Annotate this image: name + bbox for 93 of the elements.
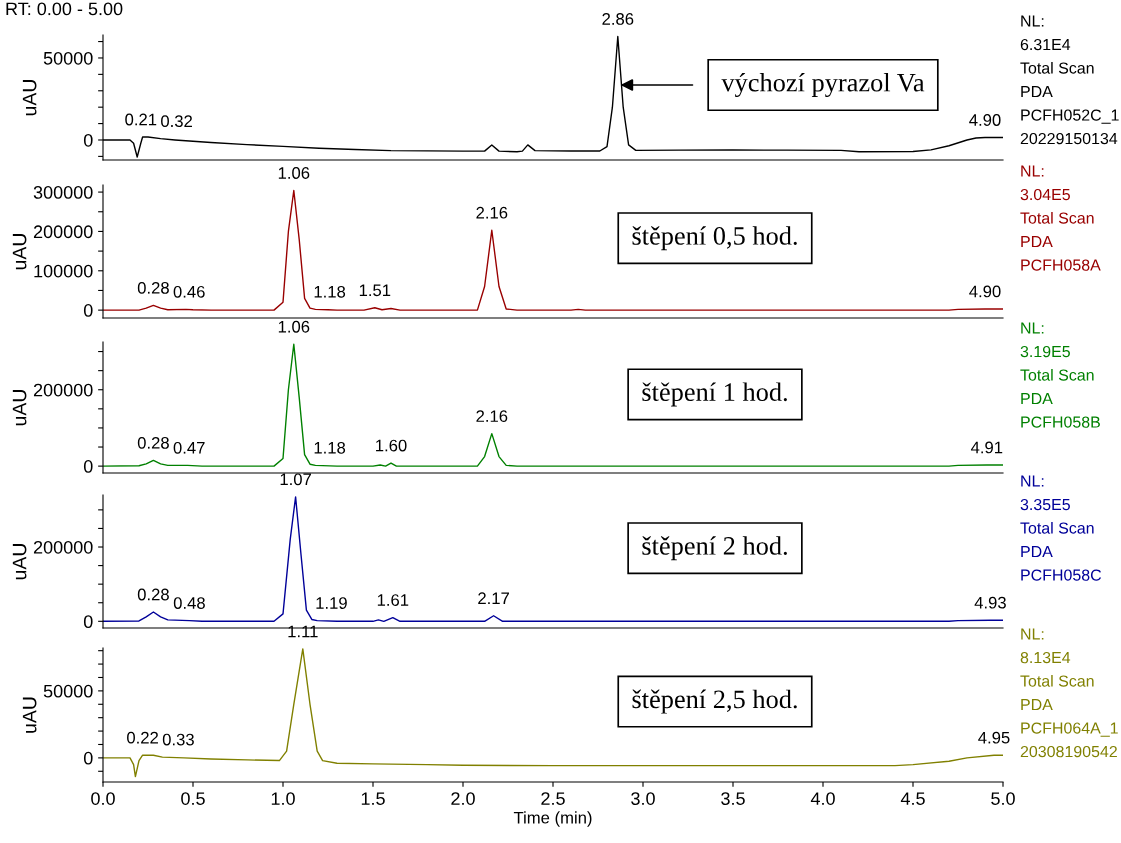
annotation: 0.32 (161, 115, 192, 128)
annotation: 2.86 (602, 13, 634, 25)
y-tick-label: 0 (83, 133, 93, 147)
x-tick-label: 4.5 (900, 792, 925, 805)
y-axis-title: uAU (12, 390, 27, 426)
annotation: 0.22 (127, 731, 158, 744)
annotation: 2.16 (476, 410, 508, 423)
y-tick-label: 300000 (33, 186, 93, 199)
text: PCFH052C_1 (1021, 109, 1119, 124)
text: 6.31E4 (1020, 38, 1071, 51)
annotation: štěpení 2 hod. (642, 536, 787, 561)
annotation: 4.90 (969, 285, 1001, 298)
text: 3.19E5 (1020, 345, 1070, 358)
text: Total Scan (1020, 369, 1094, 381)
text: PDA (1021, 236, 1053, 248)
annotation: 2.17 (478, 592, 509, 604)
annotation: štěpení 0,5 hod. (632, 226, 797, 251)
x-tick-label: 3.5 (721, 792, 745, 805)
text: Total Scan (1020, 522, 1094, 534)
x-tick-label: 5.0 (991, 792, 1015, 805)
chart-title: RT: 0.00 - 5.00 (6, 2, 123, 16)
text: PCFH064A_1 (1021, 722, 1118, 737)
x-tick-label: 2.0 (451, 792, 475, 805)
x-tick-label: 3.0 (631, 792, 655, 805)
text: NL: (1021, 628, 1044, 640)
x-tick-label: 2.5 (541, 792, 565, 805)
annotation: výchozí pyrazol Va (721, 72, 925, 98)
x-tick-label: 0.0 (91, 792, 115, 805)
x-tick-label: 0.5 (181, 792, 205, 805)
y-tick-label: 100000 (34, 264, 93, 278)
text: PDA (1021, 393, 1053, 405)
y-tick-label: 0 (83, 304, 93, 317)
annotation: 4.90 (969, 114, 1001, 126)
y-tick-label: 0 (83, 460, 93, 473)
annotation: 0.46 (173, 285, 205, 298)
annotation: 1.19 (316, 597, 347, 609)
annotation: 1.07 (280, 473, 311, 486)
annotation: 1.18 (314, 285, 346, 298)
annotation: 1.06 (278, 320, 310, 333)
annotation: 2.16 (476, 206, 508, 219)
y-tick-label: 200000 (33, 383, 93, 397)
y-axis-title: uAU (12, 544, 27, 580)
line-series (103, 189, 1003, 311)
annotation: 0.28 (137, 281, 169, 294)
text: NL: (1021, 475, 1044, 487)
annotation: 0.21 (125, 113, 157, 126)
x-tick-label: 1.0 (271, 792, 295, 805)
text: NL: (1021, 165, 1044, 177)
annotation: 0.33 (162, 733, 194, 746)
annotation: 1.11 (288, 625, 318, 638)
annotation: 1.61 (377, 594, 409, 606)
annotation: 0.47 (173, 441, 205, 454)
text: PDA (1021, 699, 1053, 711)
annotation: 0.48 (173, 597, 205, 609)
annotation: 1.51 (359, 284, 391, 297)
y-tick-label: 50000 (43, 51, 93, 65)
y-axis-title: uAU (22, 80, 37, 116)
y-tick-label: 50000 (43, 684, 93, 698)
text: 20229150134 (1020, 132, 1118, 145)
line-series (103, 343, 1003, 467)
text: NL: (1021, 322, 1044, 334)
text: 3.04E5 (1020, 188, 1070, 201)
annotation: 0.28 (137, 588, 169, 601)
text: PDA (1021, 86, 1053, 98)
annotation: 1.06 (278, 167, 310, 179)
text: PCFH058C (1021, 569, 1102, 581)
x-tick-label: 1.5 (361, 792, 385, 805)
y-axis-title: uAU (22, 697, 37, 733)
text: NL: (1021, 15, 1044, 27)
text: PDA (1021, 546, 1053, 558)
text: 3.35E5 (1020, 498, 1070, 511)
text: Total Scan (1020, 675, 1094, 687)
text: PCFH058A (1021, 259, 1101, 271)
annotation: 4.95 (978, 731, 1010, 744)
annotation: štěpení 2,5 hod. (632, 689, 797, 714)
annotation: 0.28 (137, 436, 169, 449)
y-tick-label: 200000 (33, 225, 93, 239)
annotation: 4.91 (970, 441, 1003, 454)
text: 20308190542 (1020, 745, 1117, 758)
y-axis-title: uAU (12, 234, 27, 270)
x-axis-title: Time (min) (513, 811, 592, 827)
x-tick-label: 4.0 (810, 792, 835, 805)
annotation: 1.60 (376, 439, 407, 452)
text: Total Scan (1020, 212, 1094, 224)
y-tick-label: 0 (83, 751, 93, 765)
y-tick-label: 0 (83, 615, 93, 629)
text: PCFH058B (1021, 416, 1100, 428)
annotation: 1.18 (314, 441, 346, 454)
y-tick-label: 200000 (33, 540, 93, 554)
annotation: štěpení 1 hod. (642, 382, 787, 407)
annotation: 4.93 (974, 596, 1006, 609)
text: 8.13E4 (1020, 651, 1071, 664)
text: Total Scan (1020, 62, 1094, 74)
